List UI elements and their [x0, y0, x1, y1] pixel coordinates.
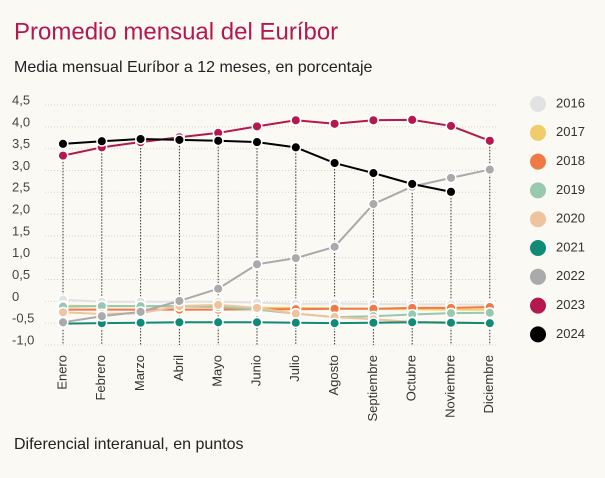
- x-tick-label: Marzo: [132, 355, 147, 391]
- series-line: [62, 118, 491, 157]
- data-point: [135, 306, 147, 318]
- legend-swatch: [530, 240, 546, 256]
- data-point: [406, 316, 418, 328]
- data-point: [445, 120, 457, 132]
- y-tick-label: 1,0: [12, 245, 30, 260]
- x-tick-label: Abril: [171, 355, 186, 381]
- data-point: [212, 316, 224, 328]
- data-point: [57, 138, 69, 150]
- y-tick-label: 4,0: [12, 114, 30, 129]
- data-point: [484, 317, 496, 329]
- data-point: [484, 164, 496, 176]
- data-point: [445, 307, 457, 319]
- y-tick-label: 4,5: [12, 92, 30, 107]
- chart-subtitle: Media mensual Euríbor a 12 meses, en por…: [14, 59, 373, 76]
- x-tick-label: Diciembre: [481, 355, 496, 414]
- legend-label: 2024: [556, 326, 585, 341]
- data-point: [57, 150, 69, 162]
- data-point: [212, 283, 224, 295]
- data-point: [290, 252, 302, 264]
- legend-label: 2020: [556, 211, 585, 226]
- chart-note: Diferencial interanual, en puntos: [14, 436, 243, 453]
- series-line: [63, 306, 490, 311]
- data-point: [406, 178, 418, 190]
- y-tick-label: -1,0: [12, 332, 34, 347]
- legend-label: 2018: [556, 153, 585, 168]
- y-tick-label: 3,5: [12, 136, 30, 151]
- legend-swatch: [530, 268, 546, 285]
- x-tick-label: Febrero: [93, 355, 108, 401]
- chart-title: Promedio mensual del Euríbor: [14, 18, 338, 45]
- y-tick-label: 2,5: [12, 180, 30, 195]
- data-point: [367, 198, 379, 210]
- data-point: [406, 114, 418, 126]
- series-line: [62, 321, 490, 325]
- legend-swatch: [530, 211, 546, 228]
- data-point: [135, 317, 147, 329]
- data-point: [329, 118, 341, 130]
- data-point: [57, 316, 69, 328]
- data-point: [445, 317, 457, 329]
- legend-label: 2023: [556, 297, 585, 312]
- data-point: [484, 307, 496, 319]
- data-point: [173, 316, 185, 328]
- data-point: [212, 135, 224, 147]
- legend-swatch: [530, 326, 546, 343]
- y-tick-label: 2,0: [12, 202, 30, 217]
- data-point: [96, 135, 108, 147]
- data-point: [329, 241, 341, 253]
- data-point: [135, 133, 147, 145]
- legend-label: 2017: [556, 124, 585, 139]
- data-point: [96, 310, 108, 322]
- data-point: [251, 258, 263, 270]
- data-point: [57, 306, 69, 318]
- x-tick-label: Enero: [54, 355, 69, 390]
- legend-label: 2019: [556, 182, 585, 197]
- data-point: [290, 308, 302, 320]
- data-point: [251, 316, 263, 328]
- legend-label: 2016: [556, 95, 585, 110]
- data-point: [290, 141, 302, 153]
- series-line: [62, 298, 490, 306]
- data-point: [173, 295, 185, 307]
- x-tick-label: Noviembre: [442, 355, 457, 418]
- data-point: [367, 317, 379, 329]
- data-point: [445, 172, 457, 184]
- y-tick-label: 3,0: [12, 158, 30, 173]
- legend-swatch: [530, 124, 546, 141]
- data-point: [251, 302, 263, 314]
- data-point: [329, 157, 341, 169]
- data-point: [290, 317, 302, 329]
- data-point: [173, 134, 185, 146]
- legend-label: 2021: [556, 239, 585, 254]
- data-point: [251, 120, 263, 132]
- data-point: [445, 186, 457, 198]
- y-tick-label: -0,5: [12, 311, 34, 326]
- data-point: [367, 114, 379, 126]
- x-tick-label: Septiembre: [365, 355, 380, 421]
- x-tick-label: Mayo: [210, 355, 225, 387]
- legend-swatch: [530, 297, 546, 314]
- x-tick-label: Octubre: [404, 355, 419, 401]
- y-tick-label: 0: [12, 289, 19, 304]
- legend-swatch: [530, 96, 546, 112]
- legend-swatch: [530, 182, 546, 199]
- legend-label: 2022: [556, 268, 585, 283]
- x-tick-label: Junio: [248, 355, 263, 386]
- legend-swatch: [530, 153, 546, 170]
- y-tick-label: 0,5: [12, 267, 30, 282]
- data-point: [329, 317, 341, 329]
- y-tick-label: 1,5: [12, 223, 30, 238]
- data-point: [251, 136, 263, 148]
- data-point: [212, 299, 224, 311]
- x-tick-label: Julio: [287, 355, 302, 382]
- x-tick-label: Agosto: [326, 355, 341, 395]
- data-point: [290, 114, 302, 126]
- data-point: [367, 167, 379, 179]
- data-point: [484, 135, 496, 147]
